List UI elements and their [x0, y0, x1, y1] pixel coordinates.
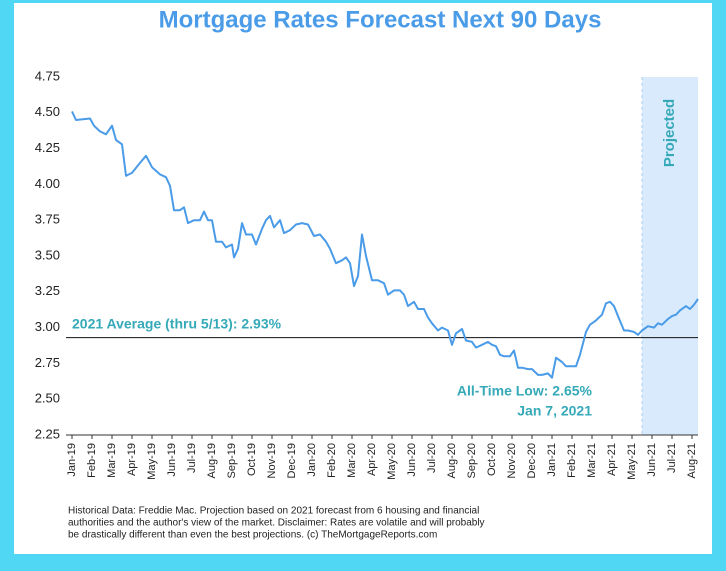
x-tick-label: Dec-20	[526, 443, 538, 478]
y-tick-label: 2.75	[35, 355, 60, 370]
y-tick-label: 2.50	[35, 391, 60, 406]
chart-title: Mortgage Rates Forecast Next 90 Days	[159, 6, 602, 33]
footnote: be drastically different than even the b…	[68, 530, 437, 541]
panel	[14, 3, 712, 554]
x-tick-label: Sep-19	[226, 443, 238, 478]
rate-line	[71, 110, 699, 379]
x-tick-label: Feb-20	[326, 443, 338, 478]
x-tick-label: May-21	[626, 443, 638, 480]
x-tick-label: Jul-19	[186, 443, 198, 473]
x-tick-label: Aug-20	[446, 443, 458, 478]
x-tick-label: Feb-19	[86, 443, 98, 478]
x-tick-label: Jan-21	[546, 443, 558, 477]
x-tick-label: Jun-21	[646, 443, 658, 477]
y-tick-label: 4.00	[35, 176, 60, 191]
average-label: 2021 Average (thru 5/13): 2.93%	[72, 315, 282, 331]
x-tick-label: Aug-19	[206, 443, 218, 478]
x-tick-label: Jul-20	[426, 443, 438, 473]
footnote: Historical Data: Freddie Mac. Projection…	[68, 506, 479, 517]
x-tick-label: Dec-19	[286, 443, 298, 478]
x-tick-label: Mar-21	[586, 443, 598, 478]
x-tick-label: Jan-20	[306, 443, 318, 477]
x-tick-label: Apr-21	[606, 443, 618, 476]
x-tick-label: Nov-20	[506, 443, 518, 478]
projected-label: Projected	[661, 99, 678, 167]
x-tick-label: Jan-19	[66, 443, 78, 477]
x-tick-label: Apr-19	[126, 443, 138, 476]
x-tick-label: May-20	[386, 443, 398, 480]
x-tick-label: Jul-21	[666, 443, 678, 473]
y-tick-label: 3.75	[35, 212, 60, 227]
x-tick-label: Sep-20	[466, 443, 478, 478]
x-tick-label: Apr-20	[366, 443, 378, 476]
x-tick-label: Mar-20	[346, 443, 358, 478]
low-label: Jan 7, 2021	[517, 403, 592, 419]
x-tick-label: Jun-19	[166, 443, 178, 477]
y-tick-label: 4.25	[35, 140, 60, 155]
x-tick-label: Mar-19	[106, 443, 118, 478]
y-tick-label: 4.75	[35, 68, 60, 83]
x-tick-label: Nov-19	[266, 443, 278, 478]
y-tick-label: 2.25	[35, 426, 60, 441]
x-tick-label: May-19	[146, 443, 158, 480]
footnote: authorities and the author's view of the…	[68, 518, 485, 529]
x-tick-label: Oct-20	[486, 443, 498, 476]
y-tick-label: 3.00	[35, 319, 60, 334]
x-tick-label: Aug-21	[686, 443, 698, 478]
x-tick-label: Jun-20	[406, 443, 418, 477]
y-tick-label: 3.50	[35, 247, 60, 262]
y-tick-label: 4.50	[35, 104, 60, 119]
x-tick-label: Feb-21	[566, 443, 578, 478]
y-tick-label: 3.25	[35, 283, 60, 298]
projected-band	[642, 77, 698, 435]
low-label: All-Time Low: 2.65%	[457, 383, 593, 399]
x-tick-label: Oct-19	[246, 443, 258, 476]
